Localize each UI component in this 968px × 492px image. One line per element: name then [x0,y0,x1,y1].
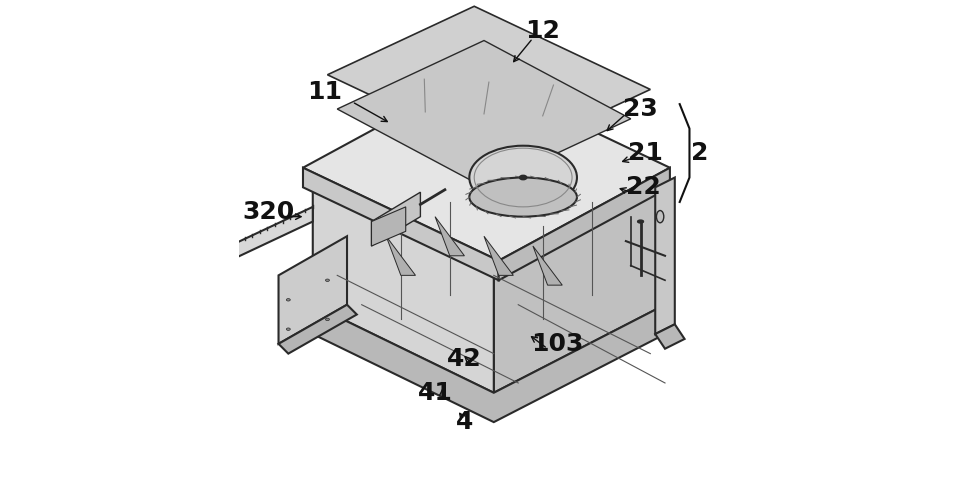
Ellipse shape [638,220,644,223]
Polygon shape [337,40,631,187]
Polygon shape [229,207,313,261]
Polygon shape [655,324,684,349]
Polygon shape [386,236,415,276]
Text: 12: 12 [526,19,560,43]
Polygon shape [303,75,670,261]
Polygon shape [313,305,665,422]
Ellipse shape [469,178,577,216]
Text: 23: 23 [623,97,658,121]
Ellipse shape [325,279,329,281]
Text: 42: 42 [447,346,482,370]
Polygon shape [279,305,357,354]
Polygon shape [499,168,670,280]
Text: 4: 4 [456,410,473,434]
Ellipse shape [325,318,329,321]
Text: 2: 2 [690,141,708,165]
Polygon shape [484,236,513,276]
Text: 22: 22 [625,175,660,199]
Polygon shape [313,99,665,276]
Ellipse shape [287,299,290,301]
Polygon shape [279,236,347,344]
Text: 41: 41 [417,381,452,405]
Polygon shape [655,178,675,334]
Polygon shape [494,187,665,393]
Text: 21: 21 [628,141,663,165]
Polygon shape [533,246,562,285]
Text: 320: 320 [243,200,295,224]
Polygon shape [435,216,465,256]
Polygon shape [303,168,499,280]
Ellipse shape [287,328,290,331]
Polygon shape [372,207,406,246]
Polygon shape [372,192,420,246]
Polygon shape [327,6,650,158]
Ellipse shape [469,146,577,209]
Polygon shape [313,187,494,393]
Ellipse shape [656,211,664,223]
Ellipse shape [520,175,527,180]
Text: 11: 11 [308,80,343,104]
Text: 103: 103 [531,332,584,356]
